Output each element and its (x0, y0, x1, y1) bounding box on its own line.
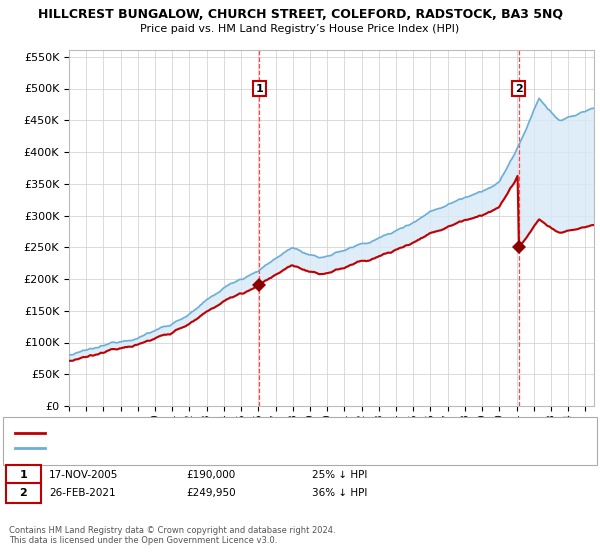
Text: 1: 1 (20, 470, 27, 480)
Text: £190,000: £190,000 (186, 470, 235, 480)
Text: 2: 2 (20, 488, 27, 498)
Text: Price paid vs. HM Land Registry’s House Price Index (HPI): Price paid vs. HM Land Registry’s House … (140, 24, 460, 34)
Text: £249,950: £249,950 (186, 488, 236, 498)
Text: Contains HM Land Registry data © Crown copyright and database right 2024.: Contains HM Land Registry data © Crown c… (9, 526, 335, 535)
Text: HILLCREST BUNGALOW, CHURCH STREET, COLEFORD, RADSTOCK, BA3 5NQ (detached h: HILLCREST BUNGALOW, CHURCH STREET, COLEF… (51, 428, 470, 437)
Text: 17-NOV-2005: 17-NOV-2005 (49, 470, 119, 480)
Text: HPI: Average price, detached house, Somerset: HPI: Average price, detached house, Some… (51, 444, 272, 452)
Text: This data is licensed under the Open Government Licence v3.0.: This data is licensed under the Open Gov… (9, 536, 277, 545)
Text: 2: 2 (515, 83, 523, 94)
Text: 36% ↓ HPI: 36% ↓ HPI (312, 488, 367, 498)
Text: 25% ↓ HPI: 25% ↓ HPI (312, 470, 367, 480)
Text: HILLCREST BUNGALOW, CHURCH STREET, COLEFORD, RADSTOCK, BA3 5NQ: HILLCREST BUNGALOW, CHURCH STREET, COLEF… (37, 8, 563, 21)
Text: 1: 1 (256, 83, 263, 94)
Text: 26-FEB-2021: 26-FEB-2021 (49, 488, 116, 498)
